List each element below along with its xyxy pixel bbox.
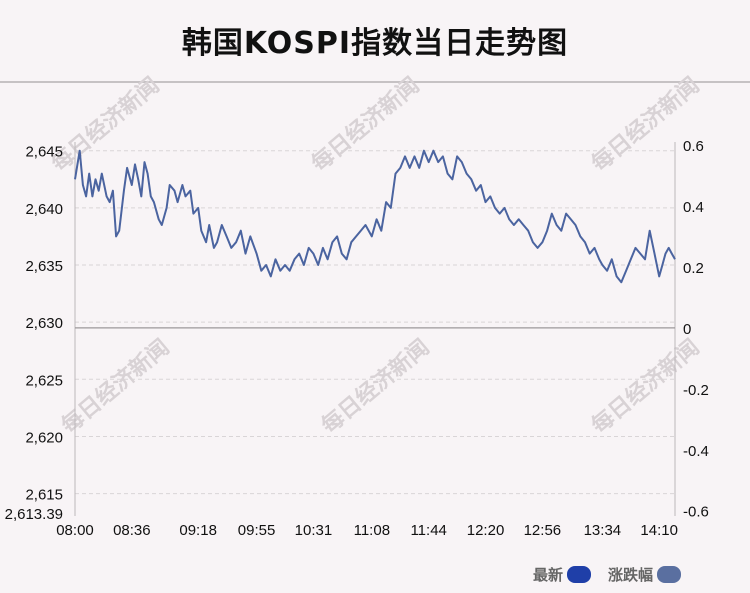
x-tick-label: 08:36 bbox=[113, 522, 151, 539]
x-tick-label: 08:00 bbox=[56, 522, 94, 539]
watermark-text: 每日经济新闻 bbox=[47, 72, 165, 177]
title-divider bbox=[0, 81, 750, 83]
right-tick-label: 0.2 bbox=[683, 260, 704, 277]
legend-latest: 最新 bbox=[533, 564, 592, 585]
series-line bbox=[74, 149, 676, 284]
left-tick-label: 2,630 bbox=[25, 315, 63, 332]
watermark-text: 每日经济新闻 bbox=[587, 72, 705, 177]
left-min-label: 2,613.39 bbox=[5, 506, 63, 523]
x-tick-label: 10:31 bbox=[295, 522, 333, 539]
series-layer bbox=[74, 149, 676, 284]
axes bbox=[74, 142, 676, 516]
right-tick-label: 0 bbox=[683, 321, 691, 338]
left-tick-label: 2,620 bbox=[25, 429, 63, 446]
watermark-text: 每日经济新闻 bbox=[317, 334, 435, 439]
legend-latest-swatch bbox=[567, 566, 592, 583]
chart-title: 韩国KOSPI指数当日走势图 bbox=[181, 26, 569, 61]
x-tick-label: 12:56 bbox=[524, 522, 562, 539]
legend-change-swatch bbox=[657, 566, 682, 583]
legend-change: 涨跌幅 bbox=[608, 564, 682, 585]
left-tick-label: 2,615 bbox=[25, 487, 63, 504]
left-tick-label: 2,645 bbox=[25, 144, 63, 161]
x-tick-label: 14:10 bbox=[640, 522, 678, 539]
left-tick-label: 2,625 bbox=[25, 372, 63, 389]
legend-change-label: 涨跌幅 bbox=[608, 566, 654, 584]
grid-lines bbox=[75, 150, 675, 495]
left-tick-label: 2,635 bbox=[25, 258, 63, 275]
right-tick-label: 0.6 bbox=[683, 138, 704, 155]
x-tick-label: 12:20 bbox=[467, 522, 505, 539]
watermark-text: 每日经济新闻 bbox=[57, 334, 175, 439]
right-tick-label: -0.6 bbox=[683, 504, 709, 521]
right-tick-label: 0.4 bbox=[683, 199, 704, 216]
legend-latest-label: 最新 bbox=[533, 566, 564, 584]
x-axis-ticks: 08:00 08:36 09:18 09:55 10:31 11:08 11:44 12:20… bbox=[56, 522, 678, 539]
right-axis-ticks: 0.6 0.4 0.2 0 -0.2 -0.4 -0.6 bbox=[683, 138, 709, 521]
right-tick-label: -0.2 bbox=[683, 382, 709, 399]
left-tick-label: 2,640 bbox=[25, 201, 63, 218]
x-tick-label: 11:44 bbox=[410, 522, 446, 539]
x-tick-label: 09:18 bbox=[179, 522, 217, 539]
x-tick-label: 09:55 bbox=[238, 522, 276, 539]
right-tick-label: -0.4 bbox=[683, 443, 709, 460]
x-tick-label: 11:08 bbox=[354, 522, 390, 539]
left-axis-ticks: 2,645 2,640 2,635 2,630 2,625 2,620 2,615 2,613… bbox=[5, 144, 63, 523]
x-tick-label: 13:34 bbox=[584, 522, 622, 539]
